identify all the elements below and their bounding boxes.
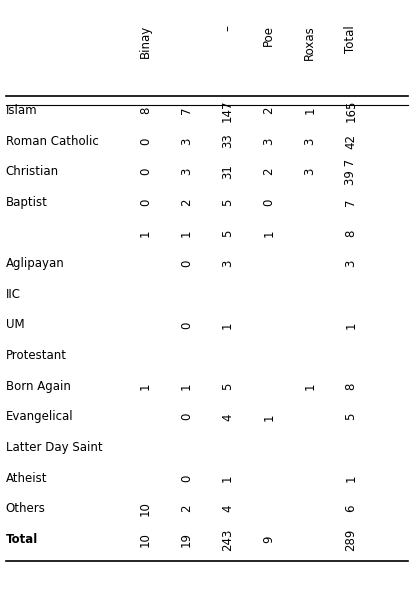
Text: Roman Catholic: Roman Catholic: [5, 134, 98, 147]
Text: 7: 7: [180, 107, 192, 114]
Text: 0: 0: [180, 260, 192, 267]
Text: 147: 147: [221, 99, 233, 121]
Text: Binay: Binay: [138, 25, 152, 58]
Text: 1: 1: [303, 107, 316, 114]
Text: 4: 4: [221, 413, 233, 420]
Text: 8: 8: [344, 229, 356, 237]
Text: 2: 2: [180, 198, 192, 206]
Text: 19: 19: [180, 532, 192, 547]
Text: 42: 42: [344, 134, 356, 149]
Text: 2: 2: [180, 505, 192, 513]
Text: 5: 5: [221, 382, 233, 390]
Text: 8: 8: [344, 382, 356, 390]
Text: 7: 7: [344, 198, 356, 206]
Text: 0: 0: [138, 137, 152, 144]
Text: 33: 33: [221, 134, 233, 149]
Text: 0: 0: [180, 413, 192, 420]
Text: –: –: [221, 25, 233, 31]
Text: 0: 0: [138, 168, 152, 175]
Text: 3: 3: [221, 260, 233, 267]
Text: 1: 1: [221, 321, 233, 329]
Text: 2: 2: [261, 107, 275, 114]
Text: 289: 289: [344, 528, 356, 551]
Text: Baptist: Baptist: [5, 196, 47, 209]
Text: Atheist: Atheist: [5, 472, 47, 485]
Text: 1: 1: [180, 382, 192, 390]
Text: 1: 1: [344, 474, 356, 482]
Text: Protestant: Protestant: [5, 349, 66, 362]
Text: Total: Total: [344, 25, 356, 53]
Text: Born Again: Born Again: [5, 379, 70, 392]
Text: 1: 1: [138, 229, 152, 237]
Text: Poe: Poe: [261, 25, 275, 46]
Text: 1: 1: [344, 321, 356, 329]
Text: 0: 0: [180, 321, 192, 329]
Text: Evangelical: Evangelical: [5, 410, 73, 423]
Text: 0: 0: [261, 199, 275, 206]
Text: 5: 5: [344, 413, 356, 420]
Text: 3: 3: [303, 168, 316, 175]
Text: 3: 3: [344, 260, 356, 267]
Text: 2: 2: [261, 168, 275, 175]
Text: 5: 5: [221, 229, 233, 237]
Text: 1: 1: [303, 382, 316, 390]
Text: 39 7: 39 7: [344, 159, 356, 185]
Text: 9: 9: [261, 536, 275, 543]
Text: 243: 243: [221, 528, 233, 551]
Text: 6: 6: [344, 505, 356, 513]
Text: 1: 1: [221, 474, 233, 482]
Text: Latter Day Saint: Latter Day Saint: [5, 441, 102, 454]
Text: 5: 5: [221, 199, 233, 206]
Text: Islam: Islam: [5, 104, 37, 117]
Text: 0: 0: [180, 474, 192, 482]
Text: 1: 1: [261, 413, 275, 420]
Text: Aglipayan: Aglipayan: [5, 257, 64, 270]
Text: 0: 0: [138, 199, 152, 206]
Text: 10: 10: [138, 501, 152, 516]
Text: 8: 8: [138, 107, 152, 114]
Text: 3: 3: [180, 137, 192, 144]
Text: Roxas: Roxas: [303, 25, 316, 60]
Text: 3: 3: [180, 168, 192, 175]
Text: 1: 1: [138, 382, 152, 390]
Text: 3: 3: [261, 137, 275, 144]
Text: Total: Total: [5, 533, 38, 546]
Text: Christian: Christian: [5, 165, 59, 178]
Text: 10: 10: [138, 532, 152, 547]
Text: 31: 31: [221, 164, 233, 179]
Text: UM: UM: [5, 318, 24, 332]
Text: 1: 1: [261, 229, 275, 237]
Text: 4: 4: [221, 505, 233, 513]
Text: 3: 3: [303, 137, 316, 144]
Text: 165: 165: [344, 99, 356, 121]
Text: IIC: IIC: [5, 288, 21, 301]
Text: Others: Others: [5, 502, 45, 515]
Text: 1: 1: [180, 229, 192, 237]
